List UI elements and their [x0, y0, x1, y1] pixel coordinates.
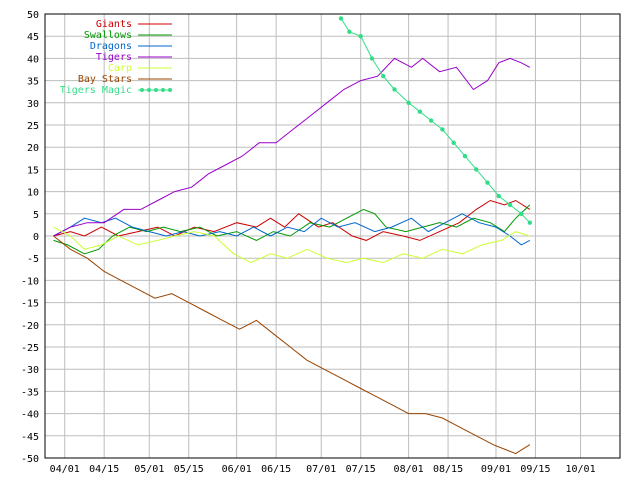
y-tick-label: 40	[27, 54, 39, 65]
plot-frame	[44, 13, 621, 459]
x-tick-label: 04/15	[89, 464, 119, 475]
y-tick-label: 30	[27, 99, 39, 110]
y-tick-label: 10	[27, 188, 39, 199]
data-point-tigers-magic	[428, 118, 434, 123]
data-point-tigers-magic	[451, 140, 456, 145]
x-tick-label: 09/01	[481, 464, 511, 475]
y-tick-label: 0	[33, 232, 39, 243]
x-tick-label: 07/01	[306, 464, 336, 475]
x-tick-label: 05/15	[174, 464, 204, 475]
axes: -50-45-40-35-30-25-20-15-10-505101520253…	[21, 10, 621, 475]
legend-label-swallows: Swallows	[84, 30, 132, 41]
y-tick-label: -20	[21, 321, 39, 332]
data-point-tigers-magic	[507, 202, 513, 208]
data-point-tigers-magic	[381, 73, 386, 79]
data-point-tigers-magic	[417, 109, 423, 114]
x-tick-label: 06/15	[261, 464, 291, 475]
y-tick-label: 15	[27, 165, 39, 176]
data-point-tigers-magic	[496, 193, 501, 199]
y-tick-label: 25	[27, 121, 39, 132]
data-point-tigers-magic	[392, 87, 397, 92]
data-point-tigers-magic	[369, 56, 375, 61]
legend-marker-tigers-magic	[168, 88, 172, 92]
legend-label-giants: Giants	[96, 19, 132, 30]
series-line-giants	[53, 199, 531, 241]
data-point-tigers-magic	[440, 127, 445, 132]
y-tick-label: 45	[27, 32, 39, 43]
y-tick-label: -40	[21, 410, 39, 421]
x-tick-label: 08/01	[394, 464, 424, 475]
y-tick-label: -50	[21, 454, 39, 465]
data-point-tigers-magic	[406, 100, 411, 106]
series-line-tigers	[53, 57, 531, 237]
y-tick-label: -15	[21, 299, 39, 310]
data-point-tigers-magic	[485, 180, 490, 185]
series-line-dragons	[53, 213, 531, 246]
legend-marker-tigers-magic	[161, 88, 165, 92]
legend-marker-tigers-magic	[147, 88, 151, 92]
data-point-tigers-magic	[527, 220, 533, 225]
y-tick-label: 50	[27, 10, 39, 21]
x-tick-label: 05/01	[134, 464, 164, 475]
series-line-bay-stars	[53, 235, 531, 455]
data-point-tigers-magic	[462, 153, 468, 159]
grid	[45, 13, 620, 459]
legend-marker-tigers-magic	[140, 88, 144, 92]
legend-label-bay-stars: Bay Stars	[78, 74, 132, 85]
y-tick-label: 5	[33, 210, 39, 221]
y-tick-label: 20	[27, 143, 39, 154]
x-tick-label: 08/15	[433, 464, 463, 475]
x-tick-label: 09/15	[520, 464, 550, 475]
y-tick-label: -25	[21, 343, 39, 354]
data-point-tigers-magic	[519, 211, 524, 216]
data-point-tigers-magic	[358, 34, 363, 39]
y-tick-label: -45	[21, 432, 39, 443]
y-tick-label: -5	[27, 254, 39, 265]
x-tick-label: 10/01	[565, 464, 595, 475]
data-point-tigers-magic	[474, 167, 479, 172]
legend-label-dragons: Dragons	[90, 41, 132, 52]
data-point-tigers-magic	[347, 29, 352, 34]
series-line-swallows	[53, 204, 531, 255]
legend-label-tigers: Tigers	[96, 52, 132, 63]
y-tick-label: 35	[27, 77, 39, 88]
x-tick-label: 07/15	[346, 464, 376, 475]
x-tick-label: 06/01	[222, 464, 252, 475]
data-point-tigers-magic	[338, 16, 344, 21]
series-lines	[53, 16, 533, 455]
series-line-carp	[53, 226, 530, 264]
series-line-tigers-magic	[340, 18, 531, 224]
y-tick-label: -35	[21, 387, 39, 398]
legend-label-carp: Carp	[108, 63, 132, 74]
x-tick-label: 04/01	[50, 464, 80, 475]
legend-marker-tigers-magic	[154, 88, 158, 92]
legend-label-tigers-magic: Tigers Magic	[60, 85, 132, 96]
y-tick-label: -30	[21, 365, 39, 376]
y-tick-label: -10	[21, 276, 39, 287]
